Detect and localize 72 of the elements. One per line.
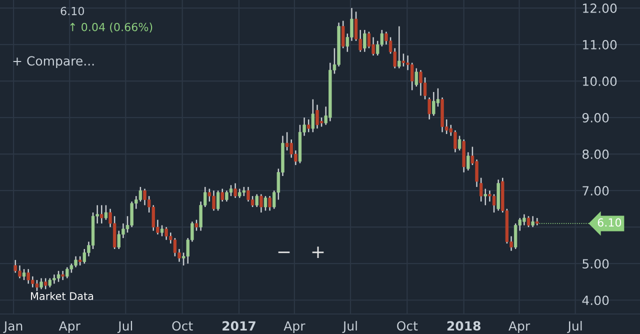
candlestick xyxy=(78,256,82,266)
annotation: − xyxy=(278,252,290,254)
candlestick xyxy=(234,182,237,199)
candlestick xyxy=(372,36,375,56)
annotation: Market Data xyxy=(31,292,94,300)
y-tick-label: 7.00 xyxy=(582,186,609,196)
candlestick xyxy=(414,68,418,88)
x-tick-label: Oct xyxy=(172,321,193,331)
candlestick xyxy=(514,222,518,250)
candlestick xyxy=(104,204,108,220)
chart-subtitle: 6.10 xyxy=(60,6,84,16)
y-tick-label: 9.00 xyxy=(582,113,609,122)
candlestick xyxy=(225,190,228,202)
y-tick-label: 8.00 xyxy=(582,150,609,160)
annotation: + xyxy=(312,246,324,258)
candlestick xyxy=(112,216,116,250)
y-tick-label: 12.00 xyxy=(583,4,617,13)
candlestick xyxy=(307,118,310,133)
candlestick xyxy=(242,186,246,197)
candlestick xyxy=(466,152,470,172)
candlestick xyxy=(458,135,462,152)
candlestick xyxy=(428,96,431,120)
candlestick xyxy=(40,278,43,290)
candlestick xyxy=(238,188,242,199)
candlestick xyxy=(531,216,534,228)
x-tick-label: Apr xyxy=(508,321,530,334)
candlestick xyxy=(229,184,233,197)
candlestick xyxy=(311,98,315,133)
candlestick xyxy=(268,195,272,212)
y-tick-label: 10.00 xyxy=(583,76,617,86)
candlestick xyxy=(216,190,220,212)
candlestick xyxy=(484,188,487,206)
candlestick xyxy=(342,20,345,49)
candlestick xyxy=(160,224,164,237)
x-tick-label: 2018 xyxy=(447,321,480,331)
x-tick-label: Oct xyxy=(397,321,418,331)
candlestick xyxy=(526,216,530,228)
candlestick xyxy=(260,194,263,214)
ref-line-label: 6.10 xyxy=(598,218,622,227)
x-tick-label: Apr xyxy=(284,321,306,334)
candlestick xyxy=(220,188,224,202)
candlestick xyxy=(22,268,26,281)
x-tick-label: Jul xyxy=(342,320,357,333)
candlestick xyxy=(402,53,406,68)
y-tick-label: 4.00 xyxy=(582,296,609,306)
candlestick xyxy=(264,195,268,212)
candlestick xyxy=(419,69,422,96)
candlestick xyxy=(398,26,401,69)
candlestick xyxy=(66,266,69,279)
y-tick-label: 11.00 xyxy=(583,40,617,50)
x-tick-label: Apr xyxy=(58,321,80,334)
candlestick xyxy=(44,278,48,290)
x-tick-label: Jul xyxy=(117,320,132,333)
candlestick xyxy=(61,270,64,281)
x-tick-label: 2017 xyxy=(222,321,256,331)
candlestick xyxy=(479,177,483,202)
y-tick-label: 5.00 xyxy=(582,259,609,269)
candlestick xyxy=(285,132,289,152)
candlestick xyxy=(35,279,39,292)
candlestick xyxy=(100,204,104,224)
candlestick xyxy=(363,29,366,52)
annotation: ↑ 0.04 (0.66%) xyxy=(70,22,152,33)
x-tick-label: Jan xyxy=(3,321,22,333)
candlestick xyxy=(194,219,198,232)
candlestick xyxy=(488,190,492,202)
x-tick-label: Jul xyxy=(567,320,582,333)
candlestick xyxy=(432,91,436,116)
candlestick xyxy=(255,194,258,208)
candlestick xyxy=(56,270,60,282)
candlestick xyxy=(492,194,496,214)
annotation: + Compare... xyxy=(13,56,94,68)
candlestick xyxy=(410,62,414,91)
